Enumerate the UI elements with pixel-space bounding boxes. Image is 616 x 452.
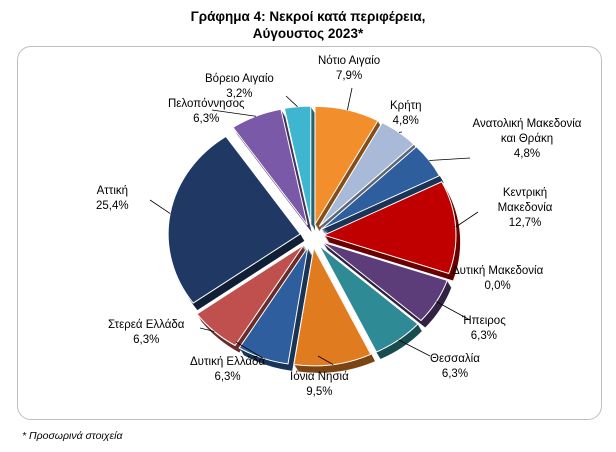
pie-slice-10: [167, 135, 301, 304]
leader-line-6: [398, 339, 431, 357]
label-kriti: Κρήτη 4,8%: [390, 100, 422, 127]
leader-line-7: [317, 355, 334, 365]
label-attiki: Αττική 25,4%: [96, 185, 129, 212]
chart-title: Γράφημα 4: Νεκροί κατά περιφέρεια, Αύγου…: [0, 8, 616, 42]
label-peloponnisos: Πελοπόννησος 6,3%: [168, 98, 245, 125]
pie-slice-6: [318, 245, 419, 353]
chart-title-line2: Αύγουστος 2023*: [252, 26, 364, 41]
pie-slice-0: [314, 105, 379, 227]
leader-line-11: [211, 109, 257, 117]
label-dytiki-ellada: Δυτική Ελλάδα 6,3%: [190, 356, 266, 383]
pie-slice-3: [322, 181, 457, 275]
label-voreio-aigaio: Βόρειο Αιγαίο 3,2%: [205, 73, 274, 100]
leader-line-2: [429, 157, 471, 161]
leader-line-9: [199, 327, 215, 332]
label-thessalia: Θεσσαλία 6,3%: [430, 353, 480, 380]
label-anatoliki-makedonia-thraki: Ανατολική Μακεδονία και Θράκη 4,8%: [472, 118, 582, 160]
chart-title-line1: Γράφημα 4: Νεκροί κατά περιφέρεια,: [190, 9, 426, 24]
label-sterea-ellada: Στερεά Ελλάδα 6,3%: [108, 319, 185, 346]
leader-line-12: [285, 95, 298, 107]
pie-slice-1: [318, 122, 415, 227]
label-notio-aigaio: Νότιο Αιγαίο 7,9%: [318, 55, 381, 82]
label-ionia-nisia: Ιόνια Νησιά 9,5%: [290, 371, 349, 398]
leader-line-5: [436, 301, 471, 321]
leader-line-10: [149, 199, 171, 214]
leader-line-4: [447, 275, 453, 279]
pie-slice-8: [238, 246, 309, 365]
label-ipeiros: Ήπειρος 6,3%: [462, 315, 506, 342]
footnote: * Προσωρινά στοιχεία: [22, 430, 123, 442]
label-dytiki-makedonia: Δυτική Μακεδονία 0,0%: [452, 265, 544, 292]
leader-line-0: [347, 87, 353, 111]
leader-line-3: [455, 211, 479, 228]
label-kentriki-makedonia: Κεντρική Μακεδονία 12,7%: [497, 187, 553, 229]
leader-line-8: [235, 341, 263, 359]
pie-slice-2: [321, 146, 441, 230]
